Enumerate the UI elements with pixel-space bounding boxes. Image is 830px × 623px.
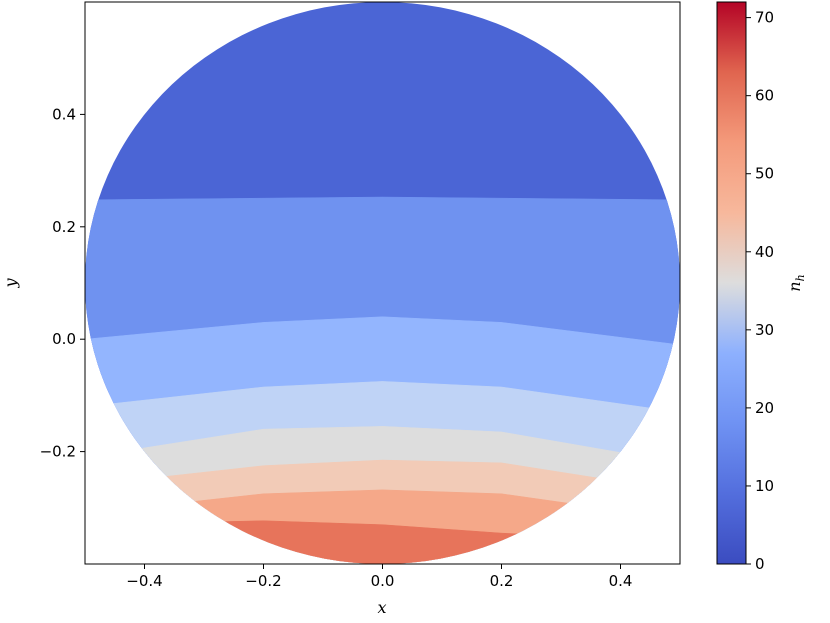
x-tick-label: 0.0	[371, 572, 395, 590]
plot-area: −0.4 −0.2 0.0 0.2 0.4 −0.2 0.0 0.2 0.4 x y	[1, 1, 681, 617]
colorbar-tick-label: 40	[755, 243, 774, 261]
colorbar-label: nh	[785, 274, 807, 291]
colorbar-ticks: 0 10 20 30 40 50 60 70	[746, 9, 774, 573]
y-axis: −0.2 0.0 0.2 0.4	[40, 105, 85, 461]
colorbar-label-main: n	[785, 281, 804, 291]
colorbar-label-sub: h	[794, 274, 807, 281]
y-axis-label: y	[1, 278, 20, 289]
y-tick-label: 0.2	[52, 218, 76, 236]
x-axis: −0.4 −0.2 0.0 0.2 0.4	[126, 564, 632, 590]
colorbar: 0 10 20 30 40 50 60 70 nh	[716, 1, 807, 573]
colorbar-tick-label: 50	[755, 165, 774, 183]
x-tick-label: 0.4	[609, 572, 633, 590]
y-tick-label: 0.0	[52, 330, 76, 348]
x-axis-label: x	[377, 598, 386, 617]
colorbar-tick-label: 60	[755, 87, 774, 105]
colorbar-tick-label: 0	[755, 555, 765, 573]
x-tick-label: −0.4	[126, 572, 162, 590]
colorbar-tick-label: 20	[755, 399, 774, 417]
colorbar-tick-label: 30	[755, 321, 774, 339]
colorbar-tick-label: 10	[755, 477, 774, 495]
y-tick-label: 0.4	[52, 105, 76, 123]
colorbar-tick-label: 70	[755, 9, 774, 27]
contour-fills	[85, 2, 680, 564]
y-tick-label: −0.2	[40, 443, 76, 461]
x-tick-label: 0.2	[490, 572, 514, 590]
colorbar-gradient	[716, 1, 747, 565]
x-tick-label: −0.2	[245, 572, 281, 590]
